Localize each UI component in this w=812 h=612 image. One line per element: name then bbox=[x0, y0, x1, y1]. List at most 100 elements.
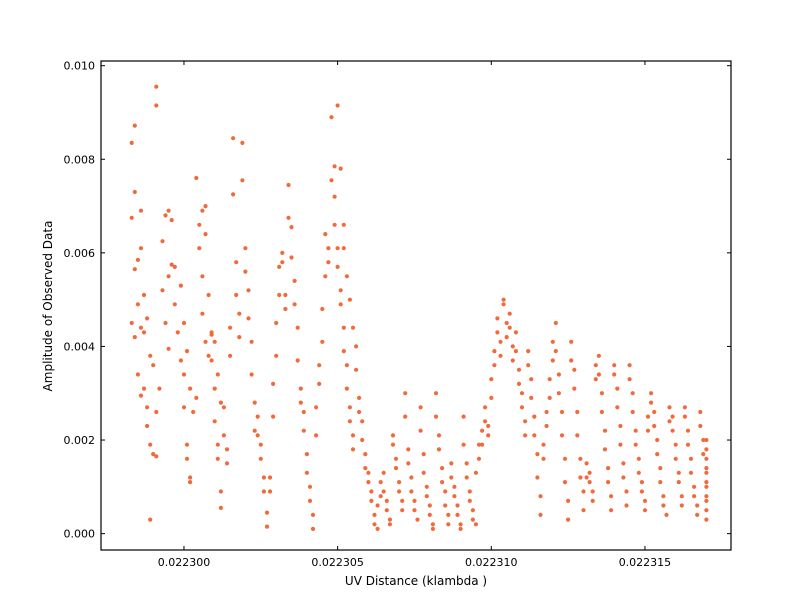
data-point bbox=[581, 489, 586, 494]
data-point bbox=[510, 358, 515, 363]
data-point bbox=[596, 372, 602, 377]
data-point bbox=[559, 409, 565, 415]
data-point bbox=[424, 494, 429, 499]
data-point bbox=[507, 311, 512, 316]
data-point bbox=[181, 372, 187, 377]
data-point bbox=[148, 353, 153, 358]
data-point bbox=[145, 405, 150, 410]
data-point bbox=[547, 395, 552, 400]
data-point bbox=[317, 381, 322, 386]
data-point bbox=[449, 475, 454, 480]
data-point bbox=[292, 302, 297, 307]
data-point bbox=[470, 508, 475, 513]
data-point bbox=[529, 395, 534, 400]
data-point bbox=[403, 414, 408, 419]
data-point bbox=[489, 377, 494, 382]
data-point bbox=[357, 409, 362, 415]
data-point bbox=[289, 225, 294, 230]
data-point bbox=[658, 466, 663, 471]
data-point bbox=[682, 405, 688, 410]
data-point bbox=[384, 508, 389, 513]
data-point bbox=[317, 363, 322, 368]
data-point bbox=[547, 377, 552, 382]
data-point bbox=[495, 330, 500, 335]
data-point bbox=[169, 262, 174, 267]
data-point bbox=[415, 517, 420, 522]
data-point bbox=[166, 274, 171, 279]
data-point bbox=[132, 335, 137, 340]
data-point bbox=[489, 395, 494, 400]
data-point bbox=[630, 409, 635, 415]
data-point bbox=[255, 414, 260, 419]
data-point bbox=[145, 423, 150, 429]
data-point bbox=[575, 409, 580, 415]
data-point bbox=[704, 466, 709, 471]
data-point bbox=[252, 400, 257, 405]
data-point bbox=[341, 325, 346, 330]
data-point bbox=[335, 264, 340, 269]
data-point bbox=[562, 480, 568, 485]
data-point bbox=[685, 428, 691, 433]
data-point bbox=[338, 288, 343, 293]
data-point bbox=[433, 414, 439, 419]
data-point bbox=[501, 297, 506, 302]
data-point bbox=[673, 442, 678, 447]
data-point bbox=[584, 461, 589, 466]
data-point bbox=[618, 423, 623, 429]
data-point bbox=[304, 470, 309, 475]
data-point bbox=[541, 456, 546, 461]
plot-frame bbox=[100, 60, 732, 551]
data-point bbox=[550, 358, 555, 363]
data-point bbox=[369, 498, 374, 503]
data-point bbox=[483, 419, 488, 424]
data-point bbox=[387, 522, 392, 527]
data-point bbox=[443, 489, 448, 494]
data-point bbox=[390, 433, 396, 438]
data-point bbox=[375, 526, 380, 532]
data-point bbox=[200, 274, 205, 279]
data-point bbox=[606, 466, 611, 471]
data-point bbox=[430, 522, 435, 527]
data-point bbox=[393, 466, 399, 471]
data-point bbox=[301, 428, 306, 433]
data-point bbox=[360, 419, 365, 424]
y-tick-label: 0.002 bbox=[64, 434, 96, 447]
data-point bbox=[206, 292, 211, 298]
data-point bbox=[320, 306, 325, 312]
data-point bbox=[501, 302, 506, 307]
data-point bbox=[698, 423, 703, 429]
data-point bbox=[369, 489, 374, 494]
data-point bbox=[529, 377, 534, 382]
data-point bbox=[642, 498, 648, 503]
data-point bbox=[384, 498, 389, 503]
data-point bbox=[652, 409, 657, 415]
data-point bbox=[609, 494, 614, 499]
data-point bbox=[421, 452, 426, 457]
data-point bbox=[350, 447, 356, 452]
data-point bbox=[372, 522, 377, 527]
data-point bbox=[197, 222, 202, 227]
data-point bbox=[403, 391, 408, 396]
data-point bbox=[507, 325, 512, 330]
data-point bbox=[132, 267, 137, 272]
data-point bbox=[599, 391, 605, 396]
data-point bbox=[553, 349, 558, 354]
data-point bbox=[519, 391, 525, 396]
data-point bbox=[519, 405, 525, 410]
x-tick-label: 0.022315 bbox=[619, 556, 672, 569]
data-point bbox=[286, 182, 291, 188]
data-point bbox=[178, 283, 183, 288]
data-point bbox=[378, 480, 383, 485]
data-point bbox=[181, 405, 187, 410]
data-point bbox=[649, 391, 654, 396]
data-point bbox=[172, 264, 177, 269]
data-point bbox=[298, 386, 303, 391]
data-point bbox=[695, 503, 700, 508]
data-point bbox=[400, 508, 405, 513]
data-point bbox=[320, 339, 325, 344]
data-point bbox=[421, 470, 426, 475]
data-point bbox=[203, 204, 208, 209]
data-point bbox=[237, 311, 242, 316]
data-point bbox=[633, 428, 638, 433]
data-point bbox=[513, 330, 519, 335]
